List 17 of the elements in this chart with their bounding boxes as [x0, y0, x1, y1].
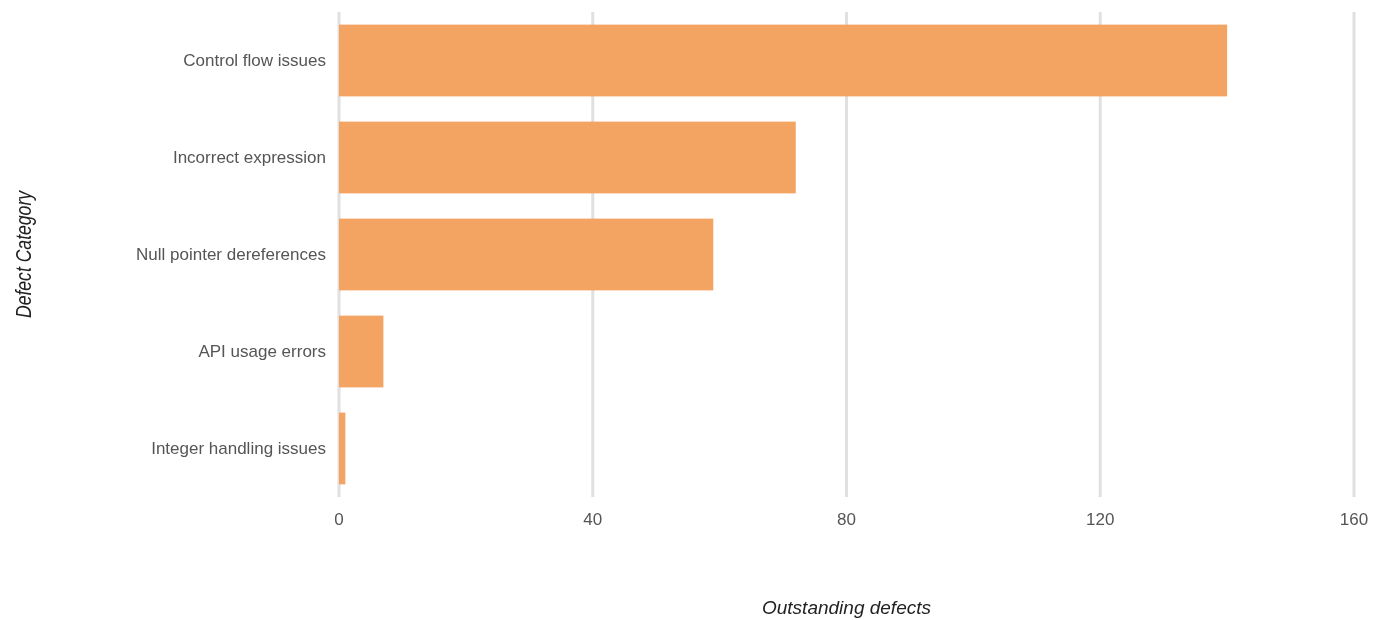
- x-tick-label: 160: [1339, 510, 1369, 529]
- y-tick-label: Control flow issues: [183, 51, 326, 71]
- y-tick-label: Integer handling issues: [151, 439, 326, 459]
- x-tick-label: 80: [837, 510, 856, 529]
- x-tick-label: 0: [334, 510, 344, 529]
- bar: [339, 121, 796, 194]
- y-tick-label: API usage errors: [198, 342, 326, 362]
- x-tick-label: 120: [1086, 510, 1115, 529]
- bar: [339, 412, 346, 485]
- x-axis-title: Outstanding defects: [762, 597, 932, 618]
- x-tick-label: 40: [583, 510, 603, 529]
- bar: [339, 218, 714, 291]
- bar: [339, 315, 384, 388]
- bar: [339, 24, 1228, 97]
- y-axis-title: Defect Category: [11, 190, 36, 319]
- y-tick-label: Incorrect expression: [172, 148, 326, 168]
- y-tick-label: Null pointer dereferences: [136, 245, 326, 265]
